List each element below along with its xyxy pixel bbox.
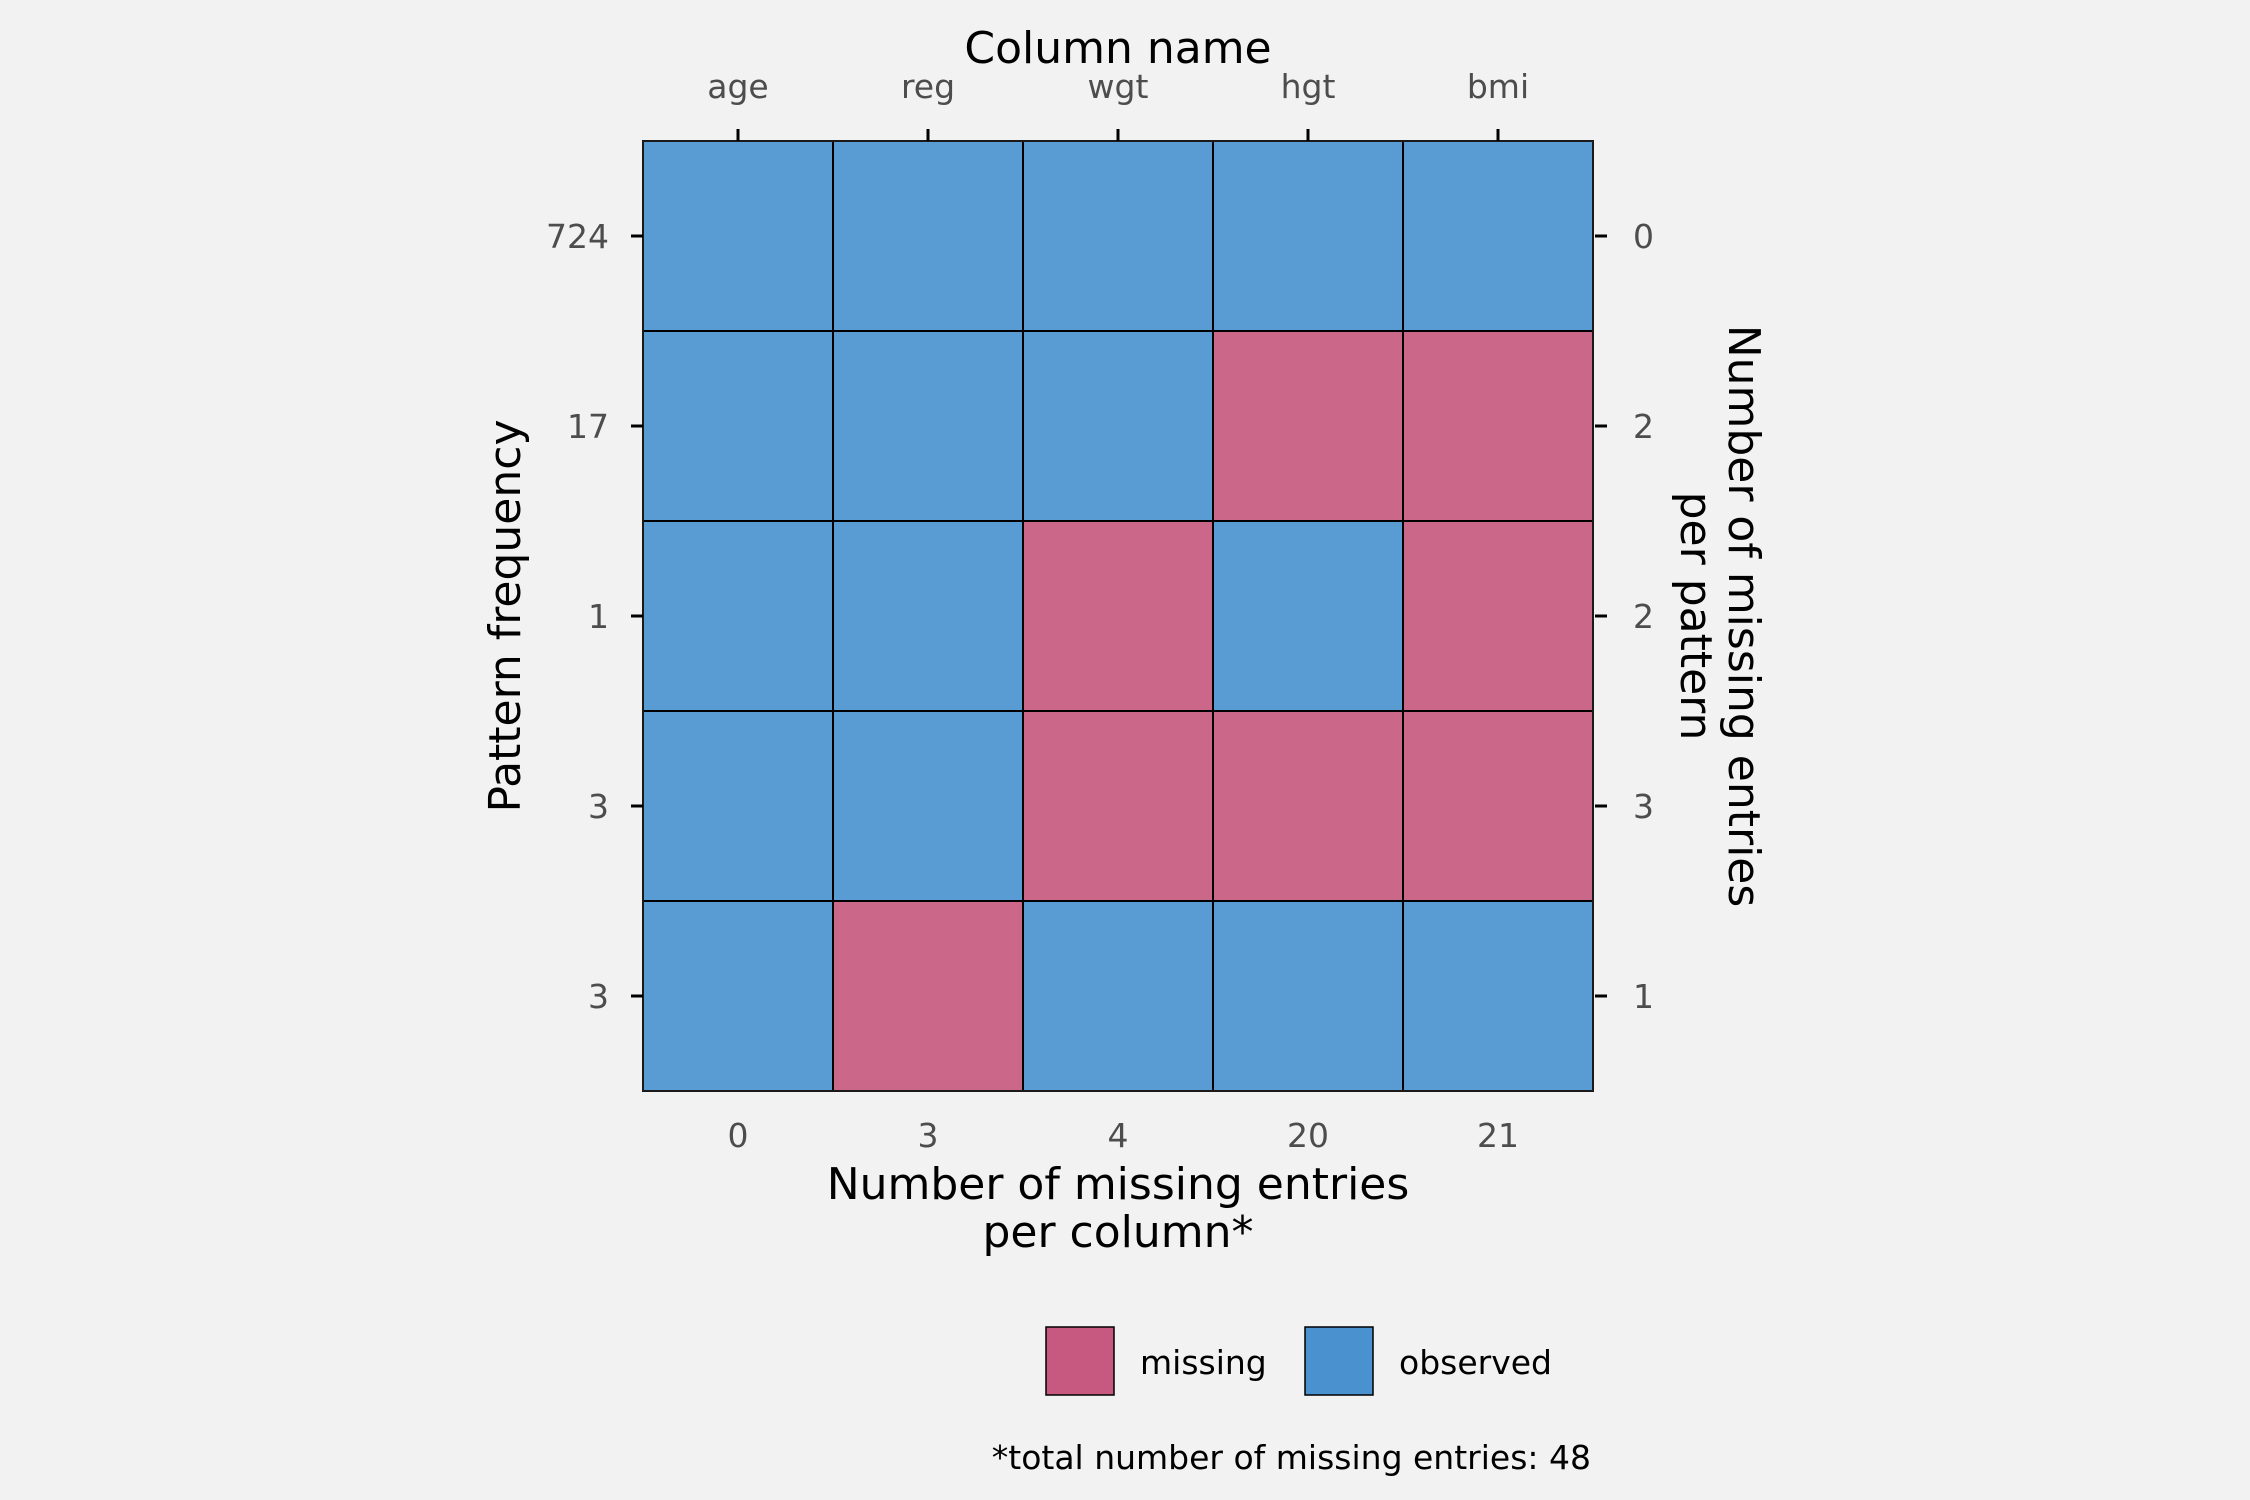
pattern-cell-observed: [1022, 330, 1214, 522]
pattern-cell-missing: [1402, 330, 1594, 522]
missing-per-pattern-label: 2: [1633, 407, 1654, 446]
column-name-label: reg: [901, 67, 955, 106]
pattern-cell-missing: [1402, 520, 1594, 712]
pattern-cell-observed: [642, 710, 834, 902]
pattern-cell-observed: [1022, 140, 1214, 332]
missing-per-pattern-label: 0: [1633, 217, 1654, 256]
pattern-frequency-label: 3: [588, 977, 609, 1016]
pattern-cell-missing: [1022, 710, 1214, 902]
missing-per-column-label: 4: [1108, 1116, 1129, 1155]
pattern-cell-observed: [642, 900, 834, 1092]
pattern-cell-missing: [1212, 710, 1404, 902]
pattern-cell-observed: [642, 520, 834, 712]
pattern-cell-observed: [1212, 900, 1404, 1092]
column-name-label: bmi: [1467, 67, 1529, 106]
pattern-cell-missing: [1212, 330, 1404, 522]
pattern-cell-observed: [1402, 900, 1594, 1092]
pattern-cell-observed: [642, 330, 834, 522]
legend-label-observed: observed: [1399, 1343, 1552, 1382]
pattern-cell-observed: [832, 710, 1024, 902]
legend-swatch-observed: [1304, 1326, 1374, 1396]
pattern-frequency-label: 17: [567, 407, 609, 446]
pattern-frequency-label: 1: [588, 597, 609, 636]
column-name-label: hgt: [1281, 67, 1336, 106]
pattern-cell-observed: [1212, 140, 1404, 332]
pattern-cell-observed: [1022, 900, 1214, 1092]
pattern-frequency-label: 3: [588, 787, 609, 826]
pattern-cell-observed: [832, 520, 1024, 712]
legend-swatch-missing: [1045, 1326, 1115, 1396]
legend-label-missing: missing: [1140, 1343, 1267, 1382]
x-axis-title-line1: Number of missing entries: [827, 1159, 1410, 1210]
y-axis-title: Pattern frequency: [480, 420, 531, 813]
pattern-cell-observed: [832, 140, 1024, 332]
column-name-label: age: [707, 67, 768, 106]
x-axis-title-line2: per column*: [982, 1207, 1253, 1258]
pattern-cell-missing: [832, 900, 1024, 1092]
missing-per-column-label: 0: [728, 1116, 749, 1155]
pattern-frequency-label: 724: [546, 217, 609, 256]
pattern-cell-observed: [1402, 140, 1594, 332]
total-missing-caption: *total number of missing entries: 48: [992, 1438, 1591, 1477]
missing-per-pattern-label: 3: [1633, 787, 1654, 826]
missing-per-column-label: 21: [1477, 1116, 1519, 1155]
missing-per-column-label: 20: [1287, 1116, 1329, 1155]
missing-per-column-label: 3: [918, 1116, 939, 1155]
missing-per-pattern-label: 1: [1633, 977, 1654, 1016]
right-axis-title-line1: Number of missing entries: [1718, 325, 1769, 908]
pattern-cell-missing: [1402, 710, 1594, 902]
missing-per-pattern-label: 2: [1633, 597, 1654, 636]
pattern-cell-observed: [832, 330, 1024, 522]
pattern-cell-missing: [1022, 520, 1214, 712]
pattern-cell-observed: [642, 140, 834, 332]
column-name-label: wgt: [1088, 67, 1149, 106]
top-axis-title: Column name: [964, 23, 1271, 74]
pattern-cell-observed: [1212, 520, 1404, 712]
right-axis-title-line2: per pattern: [1670, 492, 1721, 741]
